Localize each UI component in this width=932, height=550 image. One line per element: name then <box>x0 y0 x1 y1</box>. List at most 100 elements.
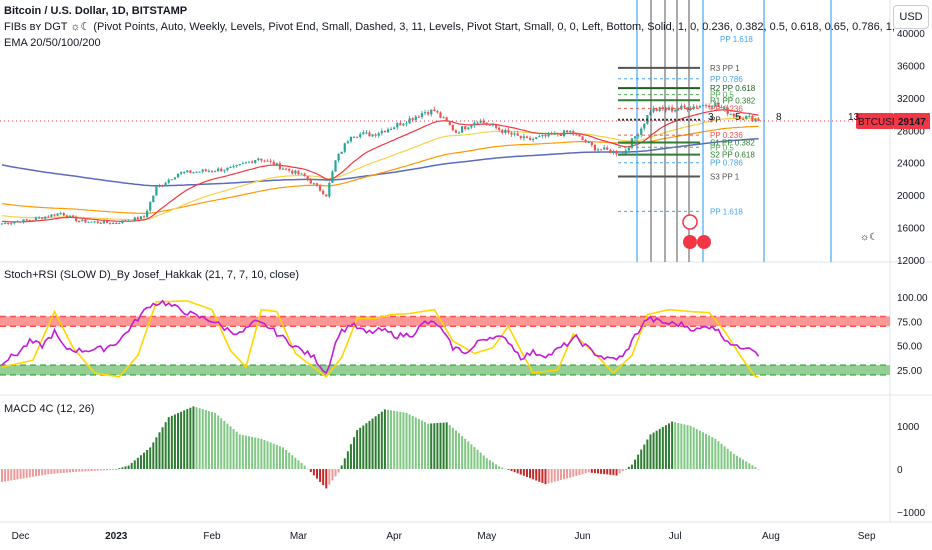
macd-histogram-bar <box>664 425 667 469</box>
candle-body <box>254 160 257 163</box>
macd-histogram-bar <box>600 469 603 474</box>
candle-body <box>62 213 65 216</box>
macd-histogram-bar <box>149 447 152 469</box>
macd-histogram-bar <box>417 419 420 469</box>
candle-body <box>41 217 44 219</box>
candle-body <box>158 185 161 187</box>
macd-histogram-bar <box>516 469 519 474</box>
macd-histogram-bar <box>374 416 377 469</box>
candle-body <box>510 132 513 135</box>
macd-histogram-bar <box>226 423 229 469</box>
candle-body <box>578 134 581 137</box>
candle-body <box>587 142 590 144</box>
candle-body <box>442 117 445 119</box>
candle-body <box>556 132 559 135</box>
macd-histogram-bar <box>501 467 504 469</box>
candle-body <box>127 220 130 222</box>
macd-histogram-bar <box>433 423 436 469</box>
price-axis-tick: 40000 <box>897 29 925 40</box>
candle-body <box>105 220 109 223</box>
macd-histogram-bar <box>371 418 374 469</box>
candle-body <box>183 172 186 174</box>
macd-histogram-bar <box>362 425 365 469</box>
earnings-event-icon <box>683 235 697 249</box>
candle-body <box>603 147 606 150</box>
candle-body <box>53 214 56 216</box>
macd-histogram-bar <box>207 410 210 469</box>
candle-body <box>562 130 566 137</box>
macd-histogram-bar <box>451 427 454 469</box>
candle-body <box>164 182 167 186</box>
symbol-tag-bg <box>856 112 894 129</box>
macd-histogram-bar <box>563 469 566 480</box>
candle-body <box>192 172 195 174</box>
candle-body <box>667 107 671 111</box>
macd-histogram-bar <box>337 469 340 473</box>
candle-body <box>757 118 760 122</box>
macd-histogram-bar <box>303 465 306 469</box>
macd-histogram-bar <box>525 469 528 477</box>
macd-histogram-bar <box>485 458 488 469</box>
macd-histogram-bar <box>735 455 738 469</box>
pivot-level-label: PP 0.5 <box>710 143 734 152</box>
candle-body <box>3 222 7 224</box>
stoch-rsi-legend[interactable]: Stoch+RSI (SLOW D)_By Josef_Hakkak (21, … <box>4 269 299 281</box>
candle-body <box>488 124 492 126</box>
candle-body <box>374 134 377 136</box>
macd-histogram-bar <box>751 465 754 469</box>
candle-body <box>220 168 223 172</box>
candle-body <box>575 134 578 136</box>
candle-body <box>93 221 96 223</box>
macd-legend[interactable]: MACD 4C (12, 26) <box>4 403 95 415</box>
macd-histogram-bar <box>198 408 201 469</box>
macd-histogram-bar <box>464 438 467 469</box>
fib-indicator-legend[interactable]: FIBs ʙʏ DGT ☼☾ (Pivot Points, Auto, Week… <box>4 21 894 33</box>
cycle-label: 5 <box>735 112 741 123</box>
candle-body <box>599 149 603 151</box>
pivot-level-label: PP 0.786 <box>710 159 743 168</box>
macd-histogram-bar <box>56 469 59 474</box>
candle-body <box>78 221 81 223</box>
candle-body <box>464 126 467 130</box>
macd-histogram-bar <box>346 451 349 469</box>
macd-histogram-bar <box>695 429 698 469</box>
pivot-level-label: PP 0.786 <box>710 75 743 84</box>
currency-button[interactable]: USD <box>893 5 929 29</box>
macd-histogram-bar <box>232 429 235 469</box>
pivot-level-label: PP 0.236 <box>710 104 743 113</box>
pivot-level-label: PP <box>710 116 721 125</box>
candle-body <box>235 165 238 167</box>
candle-body <box>655 108 658 112</box>
ema-indicator-legend[interactable]: EMA 20/50/100/200 <box>4 37 101 49</box>
macd-histogram-bar <box>254 437 257 469</box>
candle-body <box>170 179 173 181</box>
candle-body <box>380 130 383 134</box>
macd-histogram-bar <box>448 425 451 469</box>
candle-body <box>423 112 427 114</box>
candle-body <box>306 176 309 180</box>
candle-body <box>386 129 390 133</box>
price-axis-tick: 36000 <box>897 61 925 72</box>
macd-histogram-bar <box>109 469 112 471</box>
candle-body <box>528 137 532 140</box>
macd-histogram-bar <box>10 469 13 481</box>
candle-body <box>352 136 356 138</box>
candle-body <box>485 122 488 125</box>
candle-body <box>155 186 158 196</box>
macd-histogram-bar <box>732 453 735 469</box>
macd-histogram-bar <box>192 406 195 469</box>
candle-body <box>439 112 442 118</box>
macd-histogram-bar <box>291 455 294 469</box>
candle-body <box>652 108 655 112</box>
candle-body <box>201 169 204 172</box>
macd-histogram-bar <box>488 460 491 469</box>
macd-histogram-bar <box>78 469 81 472</box>
candle-body <box>596 149 600 151</box>
macd-histogram-bar <box>414 417 417 469</box>
pivot-level-label: PP 0.5 <box>710 91 734 100</box>
macd-histogram-bar <box>217 415 220 469</box>
macd-histogram-bar <box>411 415 414 469</box>
candle-body <box>328 182 331 197</box>
candle-body <box>606 147 609 150</box>
